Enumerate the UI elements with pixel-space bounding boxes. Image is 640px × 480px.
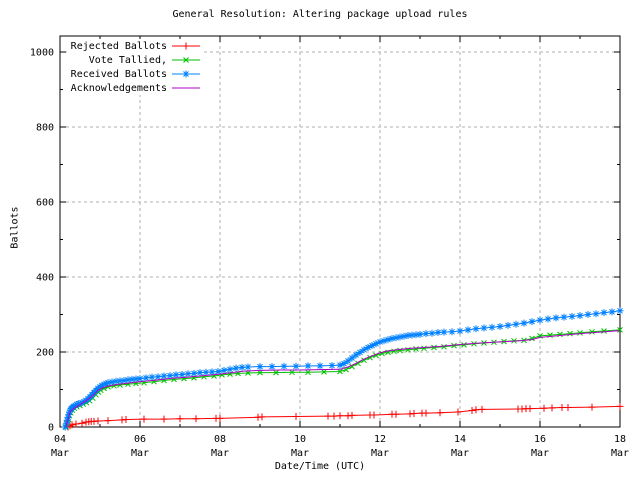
series-line-acknowledgements bbox=[65, 330, 621, 428]
x-tick-label-month: Mar bbox=[291, 448, 309, 459]
plot-border bbox=[59, 35, 621, 428]
legend-entry-acknowledgements: Acknowledgements bbox=[67, 81, 201, 95]
legend-sample-cross-icon bbox=[172, 57, 200, 63]
x-tick-label-month: Mar bbox=[451, 448, 469, 459]
legend-sample-none-icon bbox=[172, 87, 200, 89]
series-received-ballots bbox=[61, 307, 624, 431]
x-tick-label-month: Mar bbox=[371, 448, 389, 459]
x-tick-label-day: 18 bbox=[614, 434, 626, 445]
legend-label: Received Ballots bbox=[70, 68, 167, 80]
x-tick-label-month: Mar bbox=[211, 448, 229, 459]
legend-label: Acknowledgements bbox=[70, 82, 167, 94]
legend-entry-vote-tallied: Vote Tallied, bbox=[67, 53, 201, 67]
legend-label: Rejected Ballots bbox=[70, 40, 167, 52]
series-vote-tallied bbox=[63, 327, 623, 430]
legend-sample-star-icon bbox=[172, 70, 200, 78]
x-tick-label-day: 08 bbox=[214, 434, 226, 445]
series-markers-vote-tallied bbox=[63, 327, 623, 430]
y-tick-label: 1000 bbox=[30, 48, 54, 59]
y-tick-label: 200 bbox=[36, 348, 54, 359]
x-tick-label-day: 16 bbox=[534, 434, 546, 445]
series-markers-received-ballots bbox=[61, 307, 624, 431]
legend-entry-received-ballots: Received Ballots bbox=[67, 67, 201, 81]
y-tick-label: 800 bbox=[36, 123, 54, 134]
x-tick-label-month: Mar bbox=[131, 448, 149, 459]
gridlines bbox=[60, 36, 620, 427]
y-tick-label: 400 bbox=[36, 273, 54, 284]
x-tick-label-day: 06 bbox=[134, 434, 146, 445]
x-tick-label-day: 14 bbox=[454, 434, 466, 445]
legend-label: Vote Tallied, bbox=[88, 54, 167, 66]
series-line-rejected-ballots bbox=[67, 405, 621, 428]
x-tick-label-day: 10 bbox=[294, 434, 306, 445]
legend-entry-rejected-ballots: Rejected Ballots bbox=[67, 39, 201, 53]
x-tick-label-day: 04 bbox=[54, 434, 66, 445]
x-tick-label-month: Mar bbox=[611, 448, 629, 459]
x-tick-label-month: Mar bbox=[51, 448, 69, 459]
tick-labels: 0 200 400 600 800 1000 04 Mar 06 Mar 08 Mar 10 Mar 12 M… bbox=[30, 48, 629, 460]
x-tick-label-day: 12 bbox=[374, 434, 386, 445]
legend-sample-plus-icon bbox=[172, 42, 200, 50]
y-tick-label: 600 bbox=[36, 198, 54, 209]
series-acknowledgements bbox=[65, 330, 621, 428]
y-tick-label: 0 bbox=[48, 423, 54, 434]
legend: Rejected Ballots Vote Tallied, Received Ba… bbox=[67, 39, 201, 95]
x-tick-label-month: Mar bbox=[531, 448, 549, 459]
series-line-vote-tallied bbox=[65, 329, 621, 428]
x-axis-label: Date/Time (UTC) bbox=[274, 461, 366, 472]
chart-title: General Resolution: Altering package upl… bbox=[172, 9, 468, 20]
